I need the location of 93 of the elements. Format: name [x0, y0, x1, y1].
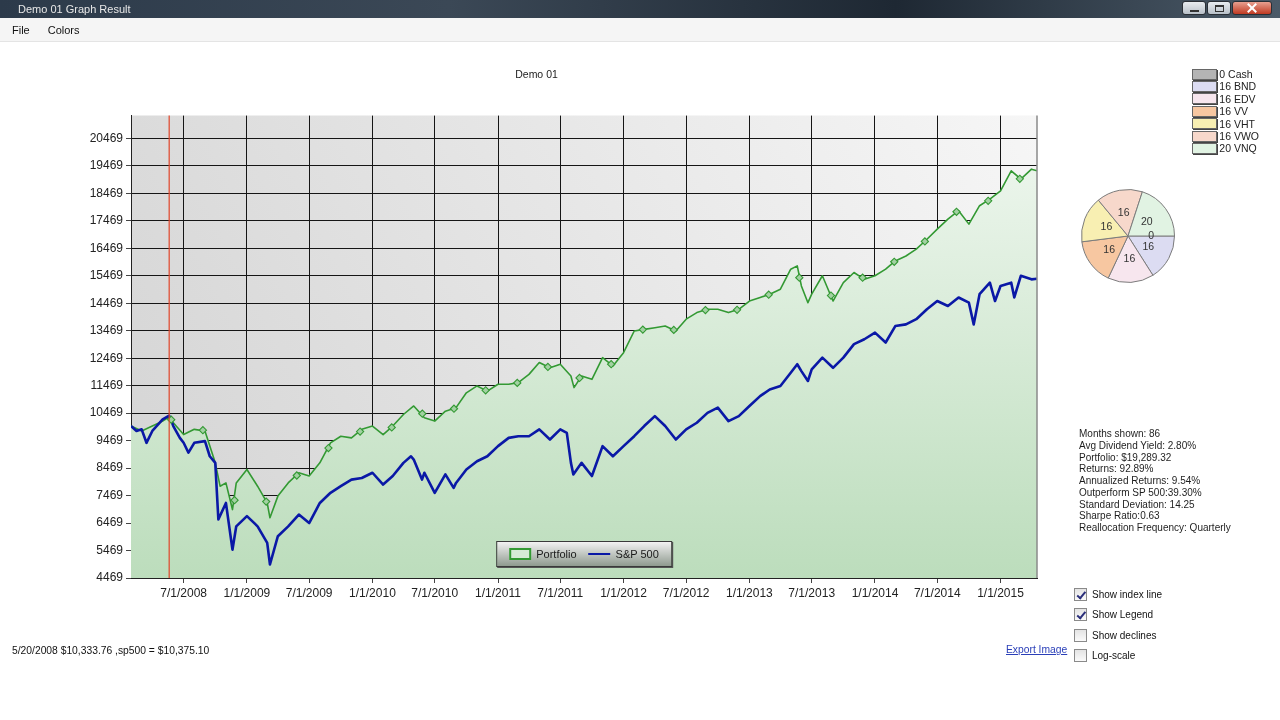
y-tick-label: 18469: [89, 185, 124, 200]
y-tick-label: 11469: [90, 378, 124, 392]
y-tick-label: 5469: [96, 542, 124, 557]
point: [920, 237, 930, 246]
data-label: 16: [1103, 242, 1116, 255]
y-tick-label: 17469: [89, 213, 124, 228]
legend-label: 0 Cash: [1219, 68, 1253, 81]
text: Portfolio: $19,289.32: [1079, 451, 1172, 463]
text: Avg Dividend Yield: 2.80%: [1079, 439, 1197, 451]
text: Show Legend: [1092, 609, 1154, 621]
x-tick-label: 1/1/2010: [349, 585, 397, 600]
x-tick-label: 1/1/2013: [726, 585, 774, 600]
point: [607, 360, 616, 369]
point: [324, 443, 333, 453]
text: Outperform SP 500:39.30%: [1079, 486, 1202, 498]
y-tick-label: 7469: [96, 487, 124, 502]
legend-label: 16 VV: [1219, 105, 1248, 118]
point: [826, 291, 836, 300]
text: Colors: [47, 23, 80, 37]
data-label: 16: [1142, 240, 1155, 253]
y-tick-label: 19469: [89, 158, 124, 173]
point: [858, 273, 867, 282]
y-tick-label: 6469: [96, 515, 124, 530]
point: [1015, 174, 1024, 183]
point: [575, 373, 584, 383]
y-tick-label: 10469: [89, 405, 124, 420]
x-tick-label: 7/1/2008: [160, 585, 208, 600]
point: [449, 404, 459, 413]
point: [732, 305, 742, 314]
x-tick-label: 1/1/2012: [600, 585, 648, 600]
legend-label: S&P 500: [615, 548, 659, 560]
y-tick-label: 12469: [89, 350, 124, 365]
data-label: 20: [1140, 215, 1153, 228]
y-tick-label: 8469: [96, 460, 124, 475]
text: Export Image: [1006, 644, 1068, 655]
point: [984, 196, 993, 205]
legend-label: 16 EDV: [1219, 92, 1256, 106]
point: [669, 325, 678, 335]
point: [764, 290, 773, 299]
legend-label: 16 BND: [1219, 80, 1257, 93]
point: [513, 378, 522, 388]
y-tick-label: 9469: [96, 432, 124, 447]
text: Annualized Returns: 9.54%: [1079, 475, 1201, 486]
x-tick-label: 1/1/2009: [223, 585, 271, 600]
y-tick-label: 14469: [89, 295, 124, 310]
x-tick-label: 7/1/2010: [411, 585, 459, 600]
point: [890, 257, 899, 266]
point: [952, 207, 961, 216]
point: [387, 423, 396, 432]
text: 5/20/2008 $10,333.76 ,sp500 = $10,375.10: [12, 644, 210, 657]
data-label: 16: [1100, 220, 1113, 233]
point: [701, 305, 710, 315]
point: [198, 426, 208, 435]
point: [262, 497, 271, 506]
point: [230, 496, 239, 505]
x-tick-label: 1/1/2011: [475, 585, 522, 600]
x-tick-label: 7/1/2011: [537, 585, 584, 600]
text: File: [12, 23, 30, 37]
legend-label: 16 VHT: [1219, 117, 1255, 130]
point: [543, 362, 553, 372]
text: Sharpe Ratio:0.63: [1079, 510, 1160, 522]
text: Standard Deviation: 14.25: [1079, 498, 1195, 510]
y-tick-label: 16469: [89, 240, 124, 255]
text: Demo 01 Graph Result: [18, 2, 131, 16]
text: 0: [1148, 228, 1155, 241]
x-tick-label: 1/1/2014: [851, 585, 899, 600]
x-tick-label: 7/1/2012: [662, 585, 710, 600]
text: Show index line: [1092, 589, 1163, 600]
y-tick-label: 13469: [89, 323, 124, 338]
chart-title: Demo 01: [515, 68, 558, 81]
point: [638, 325, 647, 334]
legend-label: 20 VNQ: [1219, 142, 1257, 155]
text: Show declines: [1092, 629, 1157, 641]
text: Reallocation Frequency: Quarterly: [1079, 522, 1231, 533]
x-tick-label: 7/1/2009: [285, 585, 333, 600]
point: [795, 273, 804, 282]
legend-label: 16 VWO: [1219, 129, 1259, 143]
y-tick-label: 15469: [89, 268, 124, 283]
y-tick-label: 4469: [96, 570, 124, 585]
legend-label: Portfolio: [536, 548, 577, 560]
point: [481, 386, 490, 395]
x-tick-label: 7/1/2014: [913, 585, 961, 600]
text: Months shown: 86: [1079, 428, 1161, 439]
text: Returns: 92.89%: [1079, 463, 1154, 475]
x-tick-label: 1/1/2015: [977, 585, 1025, 600]
data-label: 16: [1117, 206, 1130, 219]
point: [418, 409, 427, 418]
point: [292, 471, 301, 480]
point: [355, 427, 365, 436]
x-tick-label: 7/1/2013: [788, 585, 836, 600]
text: Log-scale: [1092, 649, 1136, 661]
y-tick-label: 20469: [89, 130, 124, 145]
data-label: 16: [1123, 252, 1136, 265]
